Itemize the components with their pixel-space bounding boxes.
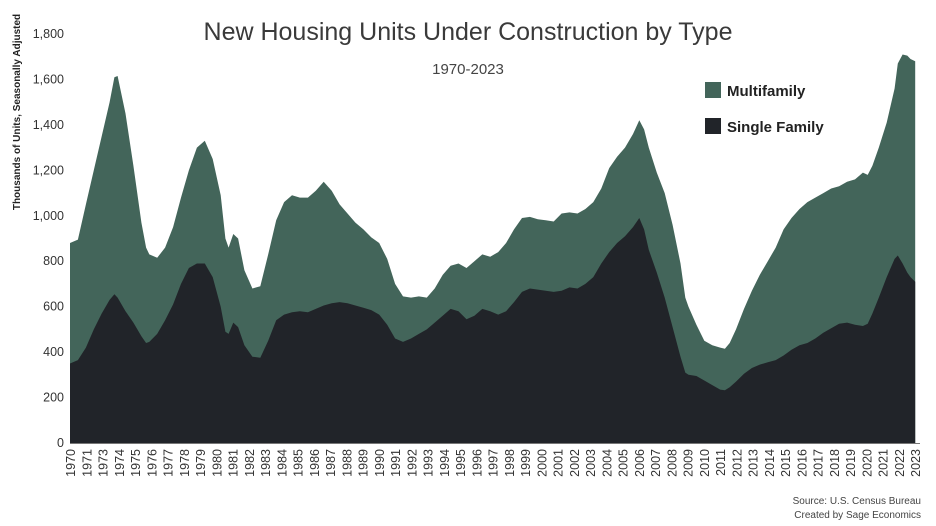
x-tick-label: 1987: [324, 449, 338, 477]
x-tick-label: 1990: [373, 449, 387, 477]
x-tick-label: 2018: [828, 449, 842, 477]
area-layer: [70, 54, 916, 443]
x-tick-label: 2015: [779, 449, 793, 477]
x-tick-label: 2006: [633, 449, 647, 477]
x-tick-label: 2020: [860, 449, 874, 477]
x-tick-label: 1979: [194, 449, 208, 477]
legend: Multifamily Single Family: [705, 82, 824, 136]
y-tick-label: 0: [57, 436, 64, 450]
legend-label-multifamily: Multifamily: [727, 83, 806, 100]
x-tick-label: 1985: [292, 449, 306, 477]
x-tick-label: 1995: [454, 449, 468, 477]
y-tick-label: 1,800: [33, 27, 64, 41]
x-tick-label: 2011: [714, 449, 728, 476]
x-tick-label: 1983: [259, 449, 273, 477]
x-tick-label: 1994: [438, 449, 452, 477]
x-tick-label: 2008: [665, 449, 679, 477]
x-tick-label: 2014: [763, 449, 777, 477]
legend-swatch-single-family: [705, 118, 721, 134]
x-tick-label: 2009: [682, 449, 696, 477]
x-tick-label: 1997: [487, 449, 501, 477]
x-tick-label: 1999: [519, 449, 533, 477]
x-tick-label: 2010: [698, 449, 712, 477]
chart-subtitle: 1970-2023: [432, 61, 504, 78]
x-tick-label: 1982: [243, 449, 257, 477]
x-tick-label: 1986: [308, 449, 322, 477]
x-tick-label: 2016: [795, 449, 809, 477]
x-tick-label: 2023: [909, 449, 923, 477]
x-tick-label: 2013: [747, 449, 761, 477]
x-tick-label: 2001: [552, 449, 566, 477]
x-tick-label: 2004: [600, 449, 614, 477]
y-tick-label: 1,000: [33, 209, 64, 223]
x-tick-label: 1991: [389, 449, 403, 477]
y-tick-label: 600: [43, 300, 64, 314]
y-tick-label: 800: [43, 254, 64, 268]
credit-note: Created by Sage Economics: [794, 510, 921, 521]
x-tick-label: 1980: [210, 449, 224, 477]
x-tick-label: 2017: [812, 449, 826, 477]
x-tick-label: 1971: [80, 449, 94, 477]
y-axis-ticks: 0 200 400 600 800 1,000 1,200 1,400 1,600 1,800: [33, 27, 64, 450]
y-tick-label: 200: [43, 391, 64, 405]
x-axis-ticks: 1970 1971 1973 1974 1975 1976 1977 1978 1979 1980…: [64, 449, 923, 477]
x-tick-label: 2005: [617, 449, 631, 477]
legend-swatch-multifamily: [705, 82, 721, 98]
x-tick-label: 1976: [145, 449, 159, 477]
x-tick-label: 1974: [113, 449, 127, 477]
x-tick-label: 1998: [503, 449, 517, 477]
x-tick-label: 1977: [162, 449, 176, 477]
x-tick-label: 2003: [584, 449, 598, 477]
y-tick-label: 1,200: [33, 163, 64, 177]
x-tick-label: 1981: [227, 449, 241, 477]
y-tick-label: 400: [43, 345, 64, 359]
x-tick-label: 2012: [730, 449, 744, 477]
x-tick-label: 1988: [340, 449, 354, 477]
x-tick-label: 2019: [844, 449, 858, 477]
chart-title: New Housing Units Under Construction by …: [204, 18, 733, 46]
x-tick-label: 1984: [275, 449, 289, 477]
source-note: Source: U.S. Census Bureau: [793, 496, 921, 507]
area-single-family: [70, 218, 916, 443]
y-axis-label: Thousands of Units, Seasonally Adjusted: [12, 14, 23, 210]
y-tick-label: 1,600: [33, 72, 64, 86]
x-tick-label: 1970: [64, 449, 78, 477]
legend-label-single-family: Single Family: [727, 119, 824, 136]
x-tick-label: 1989: [357, 449, 371, 477]
x-tick-label: 2022: [893, 449, 907, 477]
x-tick-label: 1993: [422, 449, 436, 477]
y-tick-label: 1,400: [33, 118, 64, 132]
x-tick-label: 1996: [470, 449, 484, 477]
x-tick-label: 2002: [568, 449, 582, 477]
x-tick-label: 1973: [97, 449, 111, 477]
x-tick-label: 1978: [178, 449, 192, 477]
x-tick-label: 2007: [649, 449, 663, 477]
x-tick-label: 2021: [877, 449, 891, 477]
x-tick-label: 1975: [129, 449, 143, 477]
x-tick-label: 2000: [535, 449, 549, 477]
x-tick-label: 1992: [405, 449, 419, 477]
